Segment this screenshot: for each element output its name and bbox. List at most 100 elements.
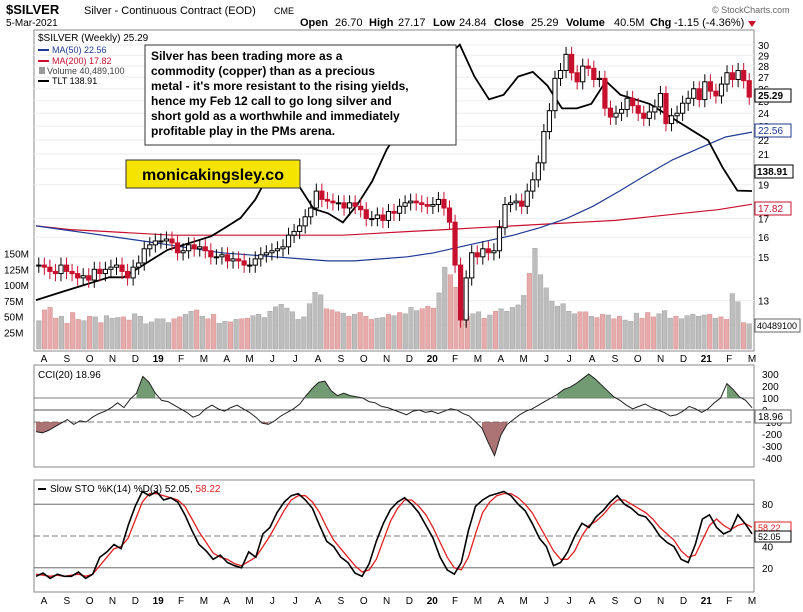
candle-body — [591, 67, 597, 81]
candle-body — [136, 262, 142, 268]
tlt-badge-text: 138.91 — [757, 167, 788, 178]
cci-fill — [557, 374, 614, 398]
candle-body — [302, 216, 308, 227]
legend: $SILVER (Weekly) 25.29 MA(50) 22.56 MA(2… — [38, 33, 149, 86]
candle-body — [635, 105, 641, 114]
low-value: 24.84 — [459, 17, 487, 29]
candle-body — [685, 97, 691, 104]
candle-body — [52, 270, 59, 275]
annotation-line: short gold as a worthwhile and immediate… — [151, 109, 400, 123]
volume-bar — [746, 323, 752, 350]
volume-bar — [425, 305, 431, 350]
candle-body — [413, 200, 419, 204]
candle-body — [552, 77, 558, 112]
legend-main: $SILVER (Weekly) 25.29 — [38, 33, 149, 44]
volume-bar — [41, 309, 47, 350]
volume-tick-label: 75M — [4, 297, 23, 308]
volume-bar — [306, 303, 312, 350]
x-tick-label: 20 — [427, 596, 439, 607]
watermark: © StockCharts.com — [712, 5, 790, 15]
candle-body — [741, 70, 747, 82]
volume-bar — [227, 321, 234, 350]
candle-body — [546, 110, 553, 133]
candle-body — [169, 238, 175, 244]
sto-title-k: 52.05 — [165, 484, 190, 495]
price-tick-label: 22 — [758, 136, 770, 147]
candle-body — [258, 254, 264, 260]
volume-bar — [374, 317, 380, 350]
volume-bar — [628, 321, 634, 350]
candle-body — [452, 221, 458, 266]
sto-d-path — [35, 492, 753, 577]
candle-body — [569, 53, 575, 74]
cci-tick-label: -300 — [762, 442, 782, 453]
volume-bar — [430, 307, 436, 350]
candle-body — [230, 258, 236, 262]
candle-body — [41, 264, 47, 268]
x-tick-label: M — [519, 596, 527, 607]
volume-bar — [81, 320, 87, 350]
volume-value: 40.5M — [614, 17, 645, 29]
candle-body — [652, 106, 658, 113]
cci-path — [35, 373, 753, 457]
volume-bar — [70, 312, 76, 350]
candle-body — [235, 258, 242, 262]
volume-bar — [346, 316, 352, 350]
price-tick-label: 29 — [758, 51, 770, 62]
volume-bar — [36, 320, 42, 350]
volume-bar — [335, 311, 341, 350]
candle-body — [291, 230, 297, 236]
x-tick-label: F — [452, 354, 458, 365]
candle-body — [130, 266, 136, 279]
cci-panel — [33, 364, 755, 468]
volume-bar — [177, 316, 183, 350]
candle-body — [280, 246, 286, 250]
volume-bar — [318, 294, 324, 350]
volume-bar — [329, 309, 335, 350]
x-tick-label: M — [245, 596, 253, 607]
candle-body — [502, 204, 508, 229]
volume-bar — [98, 322, 104, 350]
annotation-box — [144, 44, 457, 146]
candle-body — [380, 214, 386, 221]
candle-body — [63, 264, 70, 272]
candle-body — [663, 93, 669, 125]
cci-badge-text: 18.96 — [758, 412, 783, 423]
volume-bar — [47, 307, 53, 350]
candle-body — [97, 268, 103, 275]
candle-body — [396, 205, 403, 214]
candle-body — [680, 102, 686, 114]
volume-bar — [690, 314, 696, 350]
candle-body — [596, 77, 602, 81]
volume-bar — [340, 312, 346, 350]
volume-bar — [487, 314, 493, 350]
x-tick-label: D — [406, 596, 413, 607]
chg-label: Chg — [650, 17, 671, 29]
volume-bar — [583, 311, 589, 350]
x-tick-label: A — [497, 354, 504, 365]
x-tick-label: A — [589, 354, 596, 365]
candle-body — [269, 250, 275, 254]
candle-body — [341, 202, 347, 209]
candle-body — [147, 244, 153, 250]
sto-tick-label: 20 — [762, 564, 774, 575]
candle-body — [202, 246, 208, 252]
candle-body — [474, 252, 480, 258]
x-tick-label: A — [589, 596, 596, 607]
volume-bar — [53, 317, 59, 350]
volume-bar — [103, 315, 109, 350]
legend-volume: Volume 40,489,100 — [47, 66, 125, 76]
candle-body — [374, 214, 380, 220]
price-tick-label: 27 — [758, 73, 770, 84]
volume-bar — [244, 317, 250, 350]
volume-bar — [171, 318, 177, 350]
candle-body — [58, 264, 64, 275]
volume-bar — [673, 316, 679, 350]
candle-body — [485, 248, 491, 254]
candle-body — [186, 244, 192, 252]
x-tick-label: 19 — [153, 354, 165, 365]
cci-badge — [754, 409, 792, 424]
exchange: CME — [274, 6, 294, 16]
candle-body — [602, 77, 608, 109]
sto-tick-label: 80 — [762, 500, 774, 511]
